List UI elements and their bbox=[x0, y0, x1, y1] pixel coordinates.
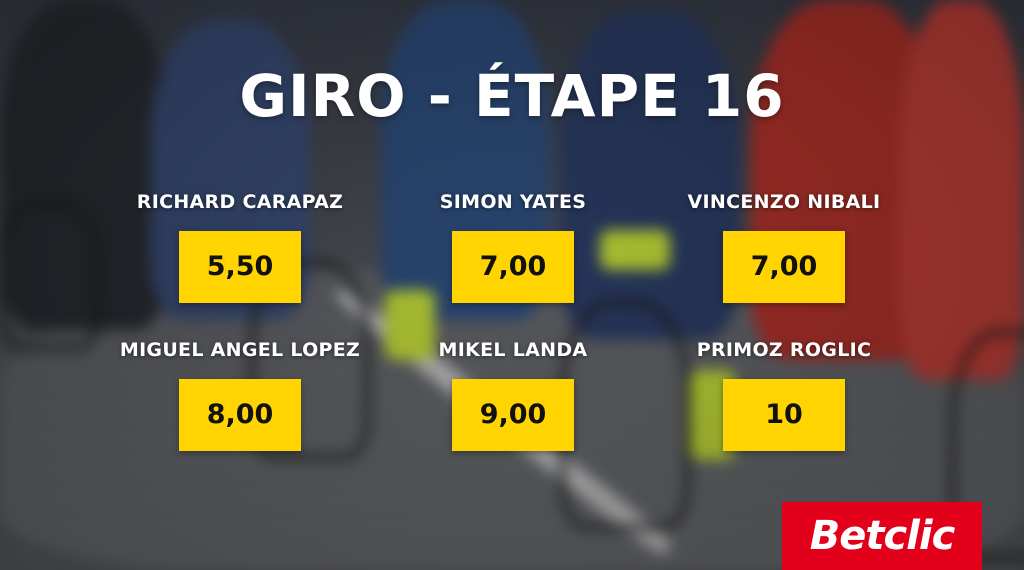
rider-card[interactable]: MIKEL LANDA 9,00 bbox=[363, 339, 663, 451]
rider-name: SIMON YATES bbox=[439, 191, 587, 213]
betclic-logo[interactable]: Betclic bbox=[782, 502, 982, 570]
rider-card[interactable]: SIMON YATES 7,00 bbox=[363, 191, 663, 303]
rider-card[interactable]: RICHARD CARAPAZ 5,50 bbox=[90, 191, 390, 303]
page-title: GIRO - ÉTAPE 16 bbox=[239, 62, 785, 130]
rider-name: PRIMOZ ROGLIC bbox=[696, 339, 872, 361]
rider-name: VINCENZO NIBALI bbox=[687, 191, 881, 213]
rider-card[interactable]: VINCENZO NIBALI 7,00 bbox=[634, 191, 934, 303]
odds-button[interactable]: 10 bbox=[723, 379, 845, 451]
rider-name: MIGUEL ANGEL LOPEZ bbox=[119, 339, 361, 361]
odds-button[interactable]: 7,00 bbox=[723, 231, 845, 303]
rider-card[interactable]: PRIMOZ ROGLIC 10 bbox=[634, 339, 934, 451]
rider-name: RICHARD CARAPAZ bbox=[136, 191, 344, 213]
rider-card[interactable]: MIGUEL ANGEL LOPEZ 8,00 bbox=[90, 339, 390, 451]
odds-button[interactable]: 8,00 bbox=[179, 379, 301, 451]
odds-button[interactable]: 9,00 bbox=[452, 379, 574, 451]
odds-button[interactable]: 7,00 bbox=[452, 231, 574, 303]
odds-button[interactable]: 5,50 bbox=[179, 231, 301, 303]
rider-name: MIKEL LANDA bbox=[438, 339, 588, 361]
